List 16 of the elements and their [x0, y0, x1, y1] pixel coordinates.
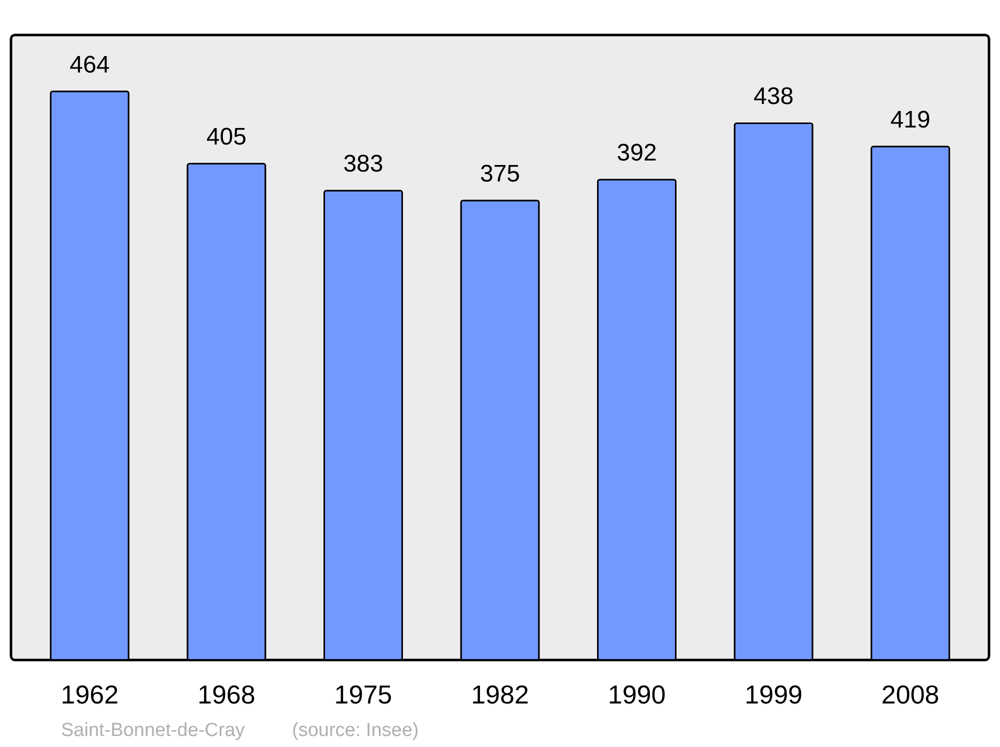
x-tick-label: 1962	[60, 680, 119, 710]
data-label: 464	[70, 51, 110, 78]
data-label: 419	[890, 106, 930, 134]
data-label: 383	[343, 150, 384, 178]
text: (source: Insee)	[292, 720, 419, 741]
x-tick-label: 1968	[198, 680, 256, 710]
x-tick-label: 1990	[608, 680, 666, 710]
data-label: 438	[754, 83, 794, 110]
data-label: 392	[616, 140, 657, 167]
x-tick-label: 1975	[334, 680, 392, 710]
x-tick-label: 1982	[471, 680, 529, 710]
x-tick-label: 1999	[744, 680, 802, 710]
data-label: 375	[480, 160, 520, 188]
x-tick-label: 2008	[881, 680, 940, 710]
text: Saint-Bonnet-de-Cray	[61, 720, 246, 741]
data-label: 405	[206, 124, 246, 151]
